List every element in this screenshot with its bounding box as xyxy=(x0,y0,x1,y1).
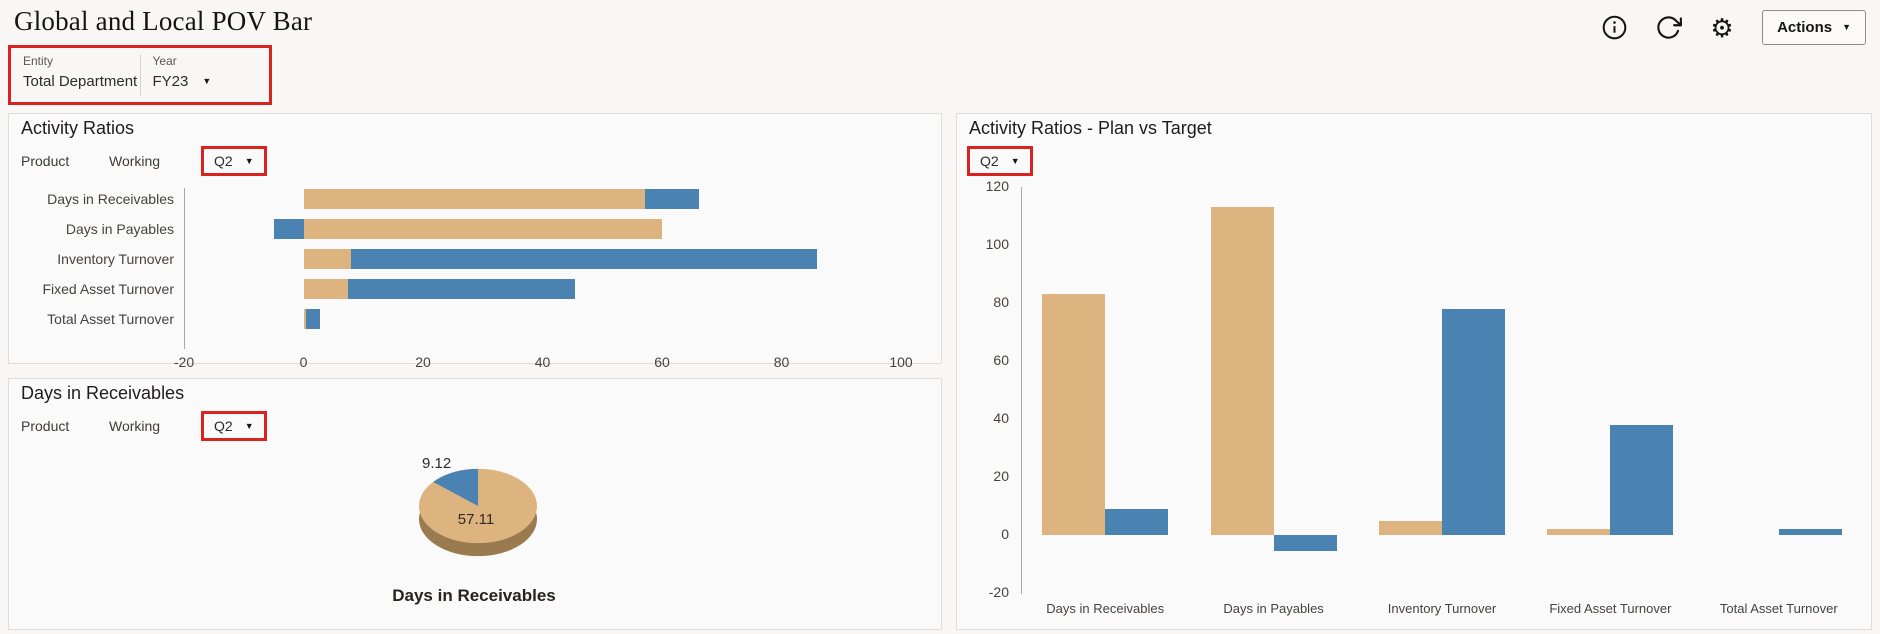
actions-label: Actions xyxy=(1777,19,1833,36)
category-label: Inventory Turnover xyxy=(1387,601,1497,616)
x-tick-label: 80 xyxy=(773,354,790,370)
y-tick-label: 120 xyxy=(985,178,1009,194)
bar-tan[interactable] xyxy=(1379,520,1442,535)
chevron-down-icon: ▼ xyxy=(244,420,254,431)
bar-blue[interactable] xyxy=(1778,529,1842,535)
info-icon[interactable] xyxy=(1600,14,1628,42)
divider xyxy=(139,54,141,96)
entity-pov-field[interactable]: Entity Total Department xyxy=(11,48,140,102)
pie-caption: Days in Receivables xyxy=(392,586,556,605)
panel-title: Days in Receivables xyxy=(21,383,185,403)
global-pov-bar: Entity Total Department Year FY23 ▼ xyxy=(8,45,272,105)
activity-ratios-panel: Activity Ratios Product Working Q2 ▼ Day… xyxy=(8,113,943,370)
bar-segment-tan[interactable] xyxy=(303,309,307,329)
refresh-icon[interactable] xyxy=(1654,14,1682,42)
local-pov-row: Product Working Q2 ▼ xyxy=(21,411,267,441)
chevron-down-icon: ▼ xyxy=(244,155,254,166)
x-tick-label: 20 xyxy=(415,354,431,370)
category-axis-line xyxy=(184,188,185,349)
x-tick-label: 60 xyxy=(654,354,670,370)
category-label: Days in Receivables xyxy=(47,191,174,207)
bar-segment-tan[interactable] xyxy=(303,219,662,239)
bar-segment-blue[interactable] xyxy=(644,189,700,209)
days-in-receivables-panel: Days in Receivables Product Working Q2 ▼… xyxy=(8,378,942,630)
quarter-value: Q2 xyxy=(214,418,233,434)
page-title: Global and Local POV Bar xyxy=(14,6,313,36)
bar-segment-blue[interactable] xyxy=(351,249,818,269)
category-label: Days in Payables xyxy=(1223,601,1324,616)
header-toolbar: ⚙ Actions ▼ xyxy=(1600,10,1866,45)
quarter-dropdown[interactable]: Q2 ▼ xyxy=(201,146,267,176)
category-label: Days in Receivables xyxy=(1046,601,1165,616)
panel-title: Activity Ratios xyxy=(21,118,135,138)
pov-working[interactable]: Working xyxy=(109,418,161,434)
chevron-down-icon: ▼ xyxy=(1010,155,1020,166)
bar-blue[interactable] xyxy=(1105,508,1169,535)
local-pov-row: Product Working Q2 ▼ xyxy=(21,146,267,176)
pie-value-label-tan: 57.11 xyxy=(457,511,495,528)
pov-product[interactable]: Product xyxy=(21,418,70,434)
category-label: Fixed Asset Turnover xyxy=(42,281,174,297)
y-tick-label: -20 xyxy=(988,584,1009,600)
bar-blue[interactable] xyxy=(1442,308,1505,535)
y-tick-label: 60 xyxy=(993,352,1009,368)
chevron-down-icon: ▼ xyxy=(202,76,212,86)
y-tick-label: 80 xyxy=(993,294,1009,310)
bar-segment-blue[interactable] xyxy=(306,309,321,329)
pie-chart[interactable] xyxy=(419,468,537,544)
x-tick-label: 100 xyxy=(889,354,913,370)
bar-segment-tan[interactable] xyxy=(303,249,352,269)
quarter-value: Q2 xyxy=(214,153,233,169)
quarter-value: Q2 xyxy=(980,153,999,169)
quarter-dropdown[interactable]: Q2 ▼ xyxy=(967,146,1033,176)
quarter-dropdown[interactable]: Q2 ▼ xyxy=(201,411,267,441)
y-tick-label: 20 xyxy=(993,468,1009,484)
bar-segment-tan[interactable] xyxy=(303,189,645,209)
category-label: Inventory Turnover xyxy=(57,251,174,267)
x-tick-label: -20 xyxy=(173,354,195,370)
settings-gear-icon[interactable]: ⚙ xyxy=(1708,14,1736,42)
y-tick-label: 40 xyxy=(993,410,1009,426)
year-pov-field[interactable]: Year FY23 ▼ xyxy=(141,48,270,102)
pie-value-label-blue: 9.12 xyxy=(422,455,452,472)
bar-tan[interactable] xyxy=(1210,207,1274,535)
category-label: Total Asset Turnover xyxy=(47,311,174,327)
bar-blue[interactable] xyxy=(1273,535,1337,551)
x-tick-label: 40 xyxy=(534,354,551,370)
plan-vs-target-panel: Activity Ratios - Plan vs Target Q2 ▼ 12… xyxy=(956,113,1872,630)
pov-product[interactable]: Product xyxy=(21,153,70,169)
days-in-receivables-pie-chart: 9.12 57.11 xyxy=(414,447,544,572)
bar-blue[interactable] xyxy=(1610,424,1674,535)
panel-title: Activity Ratios - Plan vs Target xyxy=(969,118,1212,138)
chevron-down-icon: ▼ xyxy=(1842,22,1851,32)
activity-ratios-chart: Days in Receivables Days in Payables Inven… xyxy=(9,186,943,370)
plan-vs-target-chart: 120 100 80 60 40 20 0 -20 Days in Receivables Day… xyxy=(957,178,1873,627)
year-label: Year xyxy=(152,54,177,68)
category-label: Total Asset Turnover xyxy=(1719,601,1838,616)
x-tick-label: 0 xyxy=(299,354,308,370)
y-tick-label: 100 xyxy=(985,236,1009,252)
y-axis-line xyxy=(1021,187,1022,594)
actions-button[interactable]: Actions ▼ xyxy=(1762,10,1866,45)
pov-working[interactable]: Working xyxy=(109,153,161,169)
category-label: Days in Payables xyxy=(65,221,174,237)
bar-tan[interactable] xyxy=(1042,294,1106,535)
category-label: Fixed Asset Turnover xyxy=(1549,601,1672,616)
year-value[interactable]: FY23 xyxy=(152,73,189,90)
entity-label: Entity xyxy=(23,54,54,68)
bar-segment-blue[interactable] xyxy=(348,279,576,299)
entity-value[interactable]: Total Department xyxy=(23,73,138,90)
bar-tan[interactable] xyxy=(1547,529,1611,535)
bar-segment-blue[interactable] xyxy=(273,219,304,239)
y-tick-label: 0 xyxy=(1001,526,1009,542)
bar-segment-tan[interactable] xyxy=(303,279,349,299)
